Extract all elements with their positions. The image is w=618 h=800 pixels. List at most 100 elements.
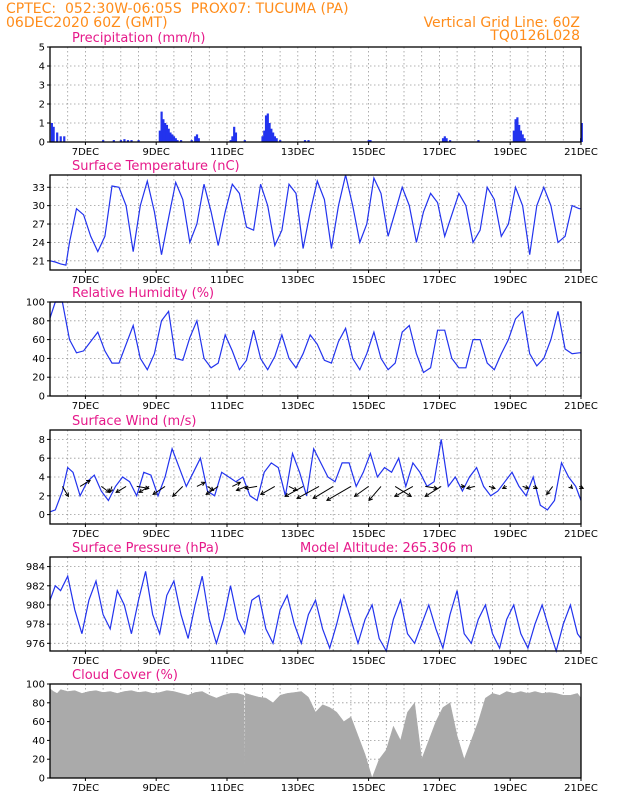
panel-5: Surface Pressure (hPa) Model Altitude: 26… [26, 541, 598, 667]
y-tick-label: 0 [39, 392, 45, 403]
series-line [49, 174, 581, 266]
x-tick-label: 9DEC [143, 529, 170, 540]
cloud-cover-area [49, 688, 582, 779]
y-tick-label: 30 [32, 201, 45, 212]
x-tick-label: 15DEC [352, 147, 386, 158]
wind-arrow-head [105, 488, 111, 494]
header-date: 06DEC2020 60Z (GMT) [6, 15, 168, 31]
wind-arrow [260, 485, 276, 495]
x-tick-label: 21DEC [564, 401, 598, 412]
wind-arrow-head [501, 484, 507, 490]
precip-bar [303, 140, 307, 142]
y-tick-label: 60 [32, 717, 45, 728]
precip-bar [158, 130, 161, 142]
precip-bar [63, 136, 66, 142]
wind-arrow [284, 485, 304, 497]
x-tick-label: 7DEC [72, 529, 99, 540]
x-tick-label: 7DEC [72, 275, 99, 286]
panel-1: Precipitation (mm/h) 0 1 2 3 4 5 7DEC 9DEC 11DEC 1… [39, 31, 598, 158]
wind-arrow [354, 485, 369, 497]
panel-frame [49, 301, 582, 397]
wind-arrow-head [244, 485, 250, 491]
precip-bar [167, 128, 170, 142]
wind-arrow-head [115, 488, 121, 493]
precip-bar [119, 140, 122, 142]
precip-bar [229, 140, 232, 142]
y-tick-label: 0 [39, 774, 45, 785]
x-tick-label: 9DEC [143, 275, 170, 286]
wind-arrow-head [368, 496, 373, 502]
precip-bar [270, 128, 273, 142]
wind-arrow-head [393, 492, 399, 497]
x-tick-label: 13DEC [281, 147, 315, 158]
wind-arrow [115, 485, 127, 493]
precip-bar [519, 130, 523, 142]
precip-bar [176, 140, 179, 142]
wind-arrow [488, 485, 496, 489]
wind-arrow-head [533, 484, 539, 490]
wind-arrow [326, 485, 352, 501]
wind-arrow-head [86, 479, 91, 485]
x-tick-label: 19DEC [493, 529, 527, 540]
wind-arrow [424, 485, 442, 497]
x-tick-label: 13DEC [281, 529, 315, 540]
y-tick-label: 4 [39, 62, 45, 73]
header-grid-note: Vertical Grid Line: 60Z [424, 15, 580, 31]
wind-arrow [172, 486, 184, 497]
precip-bar [307, 140, 310, 142]
x-tick-label: 13DEC [281, 401, 315, 412]
precip-bar [162, 119, 165, 142]
y-tick-label: 2 [39, 100, 45, 111]
precip-bar [367, 140, 370, 142]
wind-arrow-head [64, 492, 69, 498]
y-tick-label: 3 [39, 81, 45, 92]
wind-arrow-head [546, 490, 551, 496]
precip-bar [268, 123, 271, 142]
x-tick-label: 15DEC [352, 783, 386, 794]
panel-title: Cloud Cover (%) [72, 668, 178, 683]
y-tick-label: 60 [32, 335, 45, 346]
precip-bar [112, 140, 115, 142]
y-tick-label: 2 [39, 491, 45, 502]
x-tick-label: 19DEC [493, 275, 527, 286]
x-tick-label: 21DEC [564, 529, 598, 540]
precip-bar [266, 113, 269, 142]
precip-bar [449, 140, 452, 142]
y-tick-label: 1 [39, 119, 45, 130]
wind-arrow [152, 485, 166, 495]
wind-arrow-head [108, 488, 114, 494]
y-tick-label: 4 [39, 473, 45, 484]
precip-bar [477, 140, 480, 142]
x-tick-label: 15DEC [352, 275, 386, 286]
x-tick-label: 13DEC [281, 783, 315, 794]
wind-arrow-head [325, 496, 331, 501]
precip-bar [279, 140, 282, 142]
x-tick-label: 9DEC [143, 147, 170, 158]
x-tick-label: 13DEC [281, 275, 315, 286]
wind-arrow-head [465, 485, 471, 490]
wind-arrow-head [490, 485, 496, 490]
precip-bar [174, 138, 177, 142]
x-tick-label: 21DEC [564, 147, 598, 158]
wind-arrow-head [407, 492, 413, 497]
wind-arrow [425, 485, 438, 489]
precip-bar [197, 138, 200, 142]
wind-arrow [196, 481, 206, 487]
wind-arrow-head [205, 490, 211, 495]
precip-bar [441, 138, 445, 142]
precip-bar [523, 138, 526, 142]
wind-arrow [245, 485, 258, 489]
precip-bar [518, 124, 521, 142]
y-tick-label: 980 [26, 600, 45, 611]
precip-bar [169, 132, 172, 142]
precip-bar [50, 123, 53, 142]
y-tick-label: 27 [32, 220, 45, 231]
precip-bar [580, 123, 583, 142]
precip-bar [445, 138, 448, 142]
precip-bar [164, 123, 167, 142]
y-tick-label: 982 [26, 581, 45, 592]
precip-bar [165, 124, 169, 142]
precip-bar [521, 134, 524, 142]
precip-bar [273, 136, 276, 142]
y-tick-label: 80 [32, 316, 45, 327]
